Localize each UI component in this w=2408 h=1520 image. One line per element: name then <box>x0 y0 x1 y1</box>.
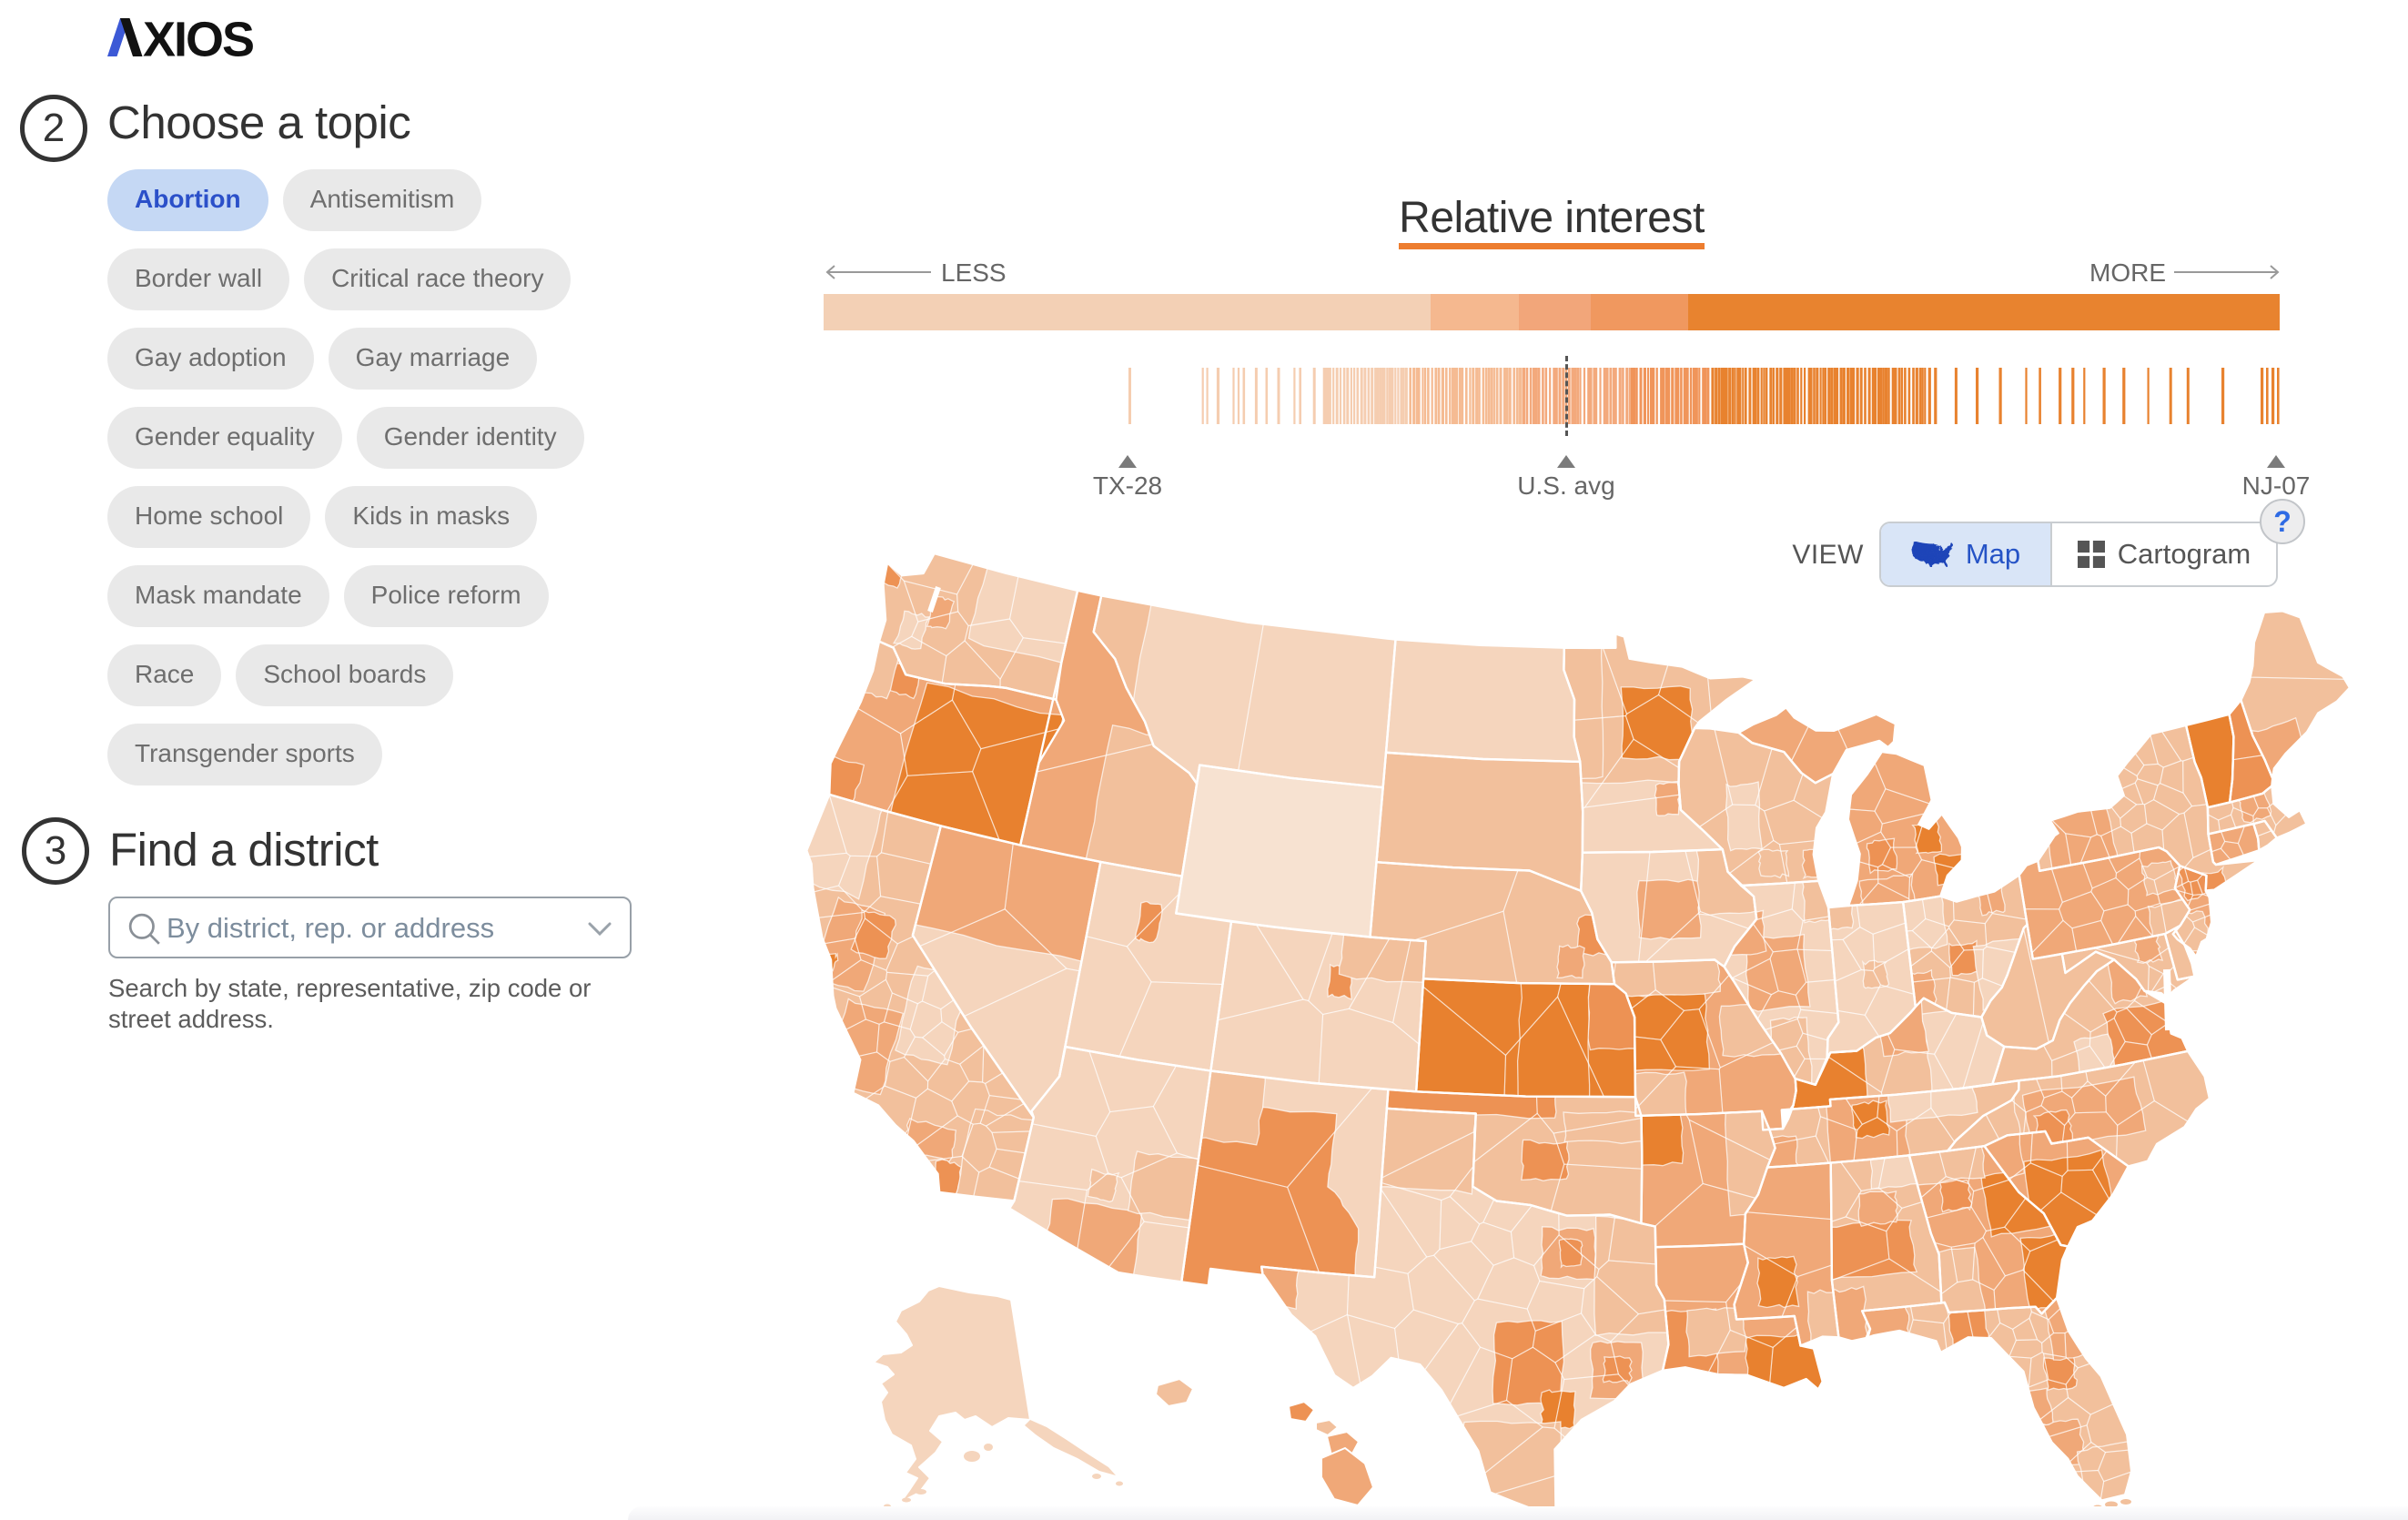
svg-text:XIOS: XIOS <box>143 18 253 56</box>
